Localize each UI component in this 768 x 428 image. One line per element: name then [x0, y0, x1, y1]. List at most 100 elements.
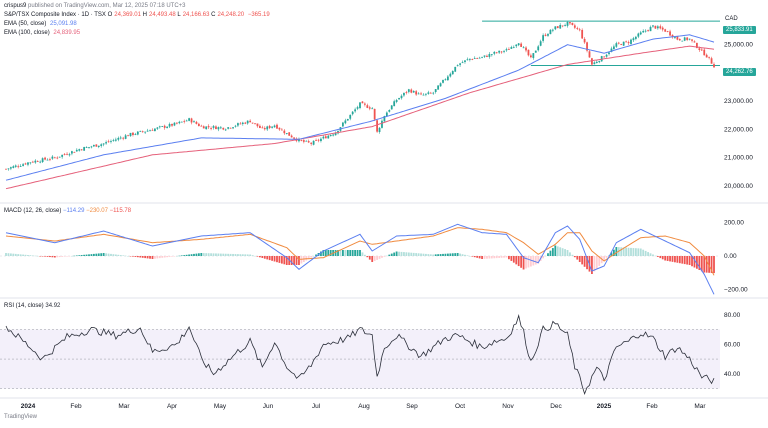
macd-histogram-bar	[207, 253, 210, 256]
macd-histogram-bar	[41, 256, 44, 257]
x-axis-tick: 2025	[597, 403, 612, 410]
macd-histogram-bar	[27, 255, 29, 256]
macd-histogram-bar	[456, 253, 459, 256]
candle-body	[705, 54, 708, 58]
rsi-legend[interactable]: RSI (14, close) 34.92	[4, 303, 60, 309]
macd-histogram-bar	[390, 253, 393, 256]
publisher-user[interactable]: crispus9	[4, 3, 27, 9]
symbol-name[interactable]: S&P/TSX Composite Index · 1D · TSX	[4, 12, 106, 18]
price-y-tick: 21,000.00	[724, 155, 753, 162]
candle-body	[468, 58, 471, 60]
macd-histogram-bar	[512, 256, 515, 263]
candle-body	[425, 93, 427, 95]
candle-body	[246, 120, 249, 124]
macd-histogram-bar	[246, 254, 249, 256]
macd-histogram-bar	[46, 256, 49, 257]
macd-histogram-bar	[581, 256, 584, 265]
candle-body	[320, 138, 322, 142]
macd-histogram-bar	[68, 256, 71, 257]
macd-histogram-bar	[256, 256, 259, 257]
macd-histogram-bar	[437, 254, 440, 256]
macd-histogram-bar	[298, 256, 300, 265]
macd-histogram-bar	[571, 254, 574, 256]
macd-histogram-bar	[185, 254, 188, 256]
macd-histogram-bar	[696, 256, 698, 269]
tradingview-logo[interactable]: TradingView	[4, 414, 38, 420]
macd-histogram-bar	[371, 256, 374, 262]
candle-body	[68, 154, 71, 156]
macd-histogram-bar	[259, 256, 261, 258]
ema50-legend-label: EMA (50, close)	[4, 21, 47, 27]
macd-histogram-bar	[656, 256, 659, 257]
rsi-value: 34.92	[45, 303, 61, 309]
candle-body	[278, 127, 281, 130]
ema50-legend[interactable]: EMA (50, close) 25,091.98	[4, 21, 77, 27]
candle-body	[451, 71, 454, 75]
candle-body	[300, 140, 303, 141]
candle-body	[200, 125, 203, 127]
macd-histogram-bar	[429, 254, 432, 256]
candle-body	[615, 43, 618, 47]
macd-histogram-bar	[173, 256, 176, 257]
candle-body	[256, 123, 259, 127]
candle-body	[652, 25, 654, 27]
macd-histogram-bar	[508, 256, 510, 260]
macd-line	[5, 223, 715, 295]
macd-histogram-bar	[100, 253, 103, 256]
macd-histogram-bar	[219, 253, 222, 256]
candle-body	[168, 124, 171, 127]
candle-body	[595, 61, 598, 63]
x-axis-tick: Nov	[502, 403, 514, 410]
candle-body	[102, 143, 105, 145]
candle-body	[183, 120, 186, 122]
ohlc-change: −365.19	[247, 12, 270, 18]
candle-body	[134, 134, 137, 135]
candle-body	[5, 168, 7, 170]
price-y-tick: 22,000.00	[724, 126, 753, 133]
candle-body	[83, 147, 86, 151]
macd-histogram-bar	[376, 256, 378, 260]
macd-histogram-bar	[490, 256, 493, 259]
macd-histogram-bar	[515, 256, 518, 265]
signal-value: −230.07	[86, 208, 108, 214]
x-axis-tick: Sep	[406, 403, 418, 410]
candle-body	[193, 121, 195, 123]
candle-body	[58, 156, 61, 158]
ema100-legend[interactable]: EMA (100, close) 24,839.95	[4, 30, 80, 36]
candle-body	[522, 47, 525, 49]
macd-histogram-bar	[564, 249, 566, 256]
macd-histogram-bar	[17, 254, 20, 256]
macd-legend[interactable]: MACD (12, 26, close) −114.29 −230.07 −11…	[4, 208, 131, 214]
candle-body	[41, 158, 44, 163]
candle-body	[75, 149, 78, 152]
candle-body	[564, 25, 566, 26]
macd-histogram-bar	[415, 253, 418, 256]
macd-histogram-bar	[12, 253, 15, 256]
currency-label: CAD	[725, 16, 738, 22]
macd-histogram-bar	[232, 253, 234, 256]
macd-histogram-bar	[324, 250, 327, 256]
candle-body	[664, 29, 667, 32]
candle-body	[449, 73, 452, 77]
macd-histogram-bar	[124, 255, 127, 257]
candle-body	[188, 118, 191, 121]
candle-body	[427, 92, 430, 94]
macd-histogram-bar	[151, 256, 154, 259]
candle-body	[669, 31, 671, 36]
macd-histogram-bar	[222, 253, 225, 256]
candle-body	[486, 55, 488, 57]
candle-body	[498, 50, 501, 53]
macd-histogram-bar	[127, 256, 129, 257]
macd-value: −114.29	[63, 208, 85, 214]
candle-body	[244, 122, 247, 124]
x-axis-tick: Mar	[694, 403, 706, 410]
macd-histogram-bar	[119, 255, 122, 256]
candle-body	[627, 42, 630, 44]
candle-body	[34, 160, 37, 163]
macd-histogram-bar	[285, 256, 288, 265]
candle-body	[356, 107, 359, 109]
macd-histogram-bar	[576, 256, 579, 260]
candle-body	[349, 114, 352, 119]
macd-histogram-bar	[713, 256, 715, 274]
macd-histogram-bar	[554, 245, 557, 256]
